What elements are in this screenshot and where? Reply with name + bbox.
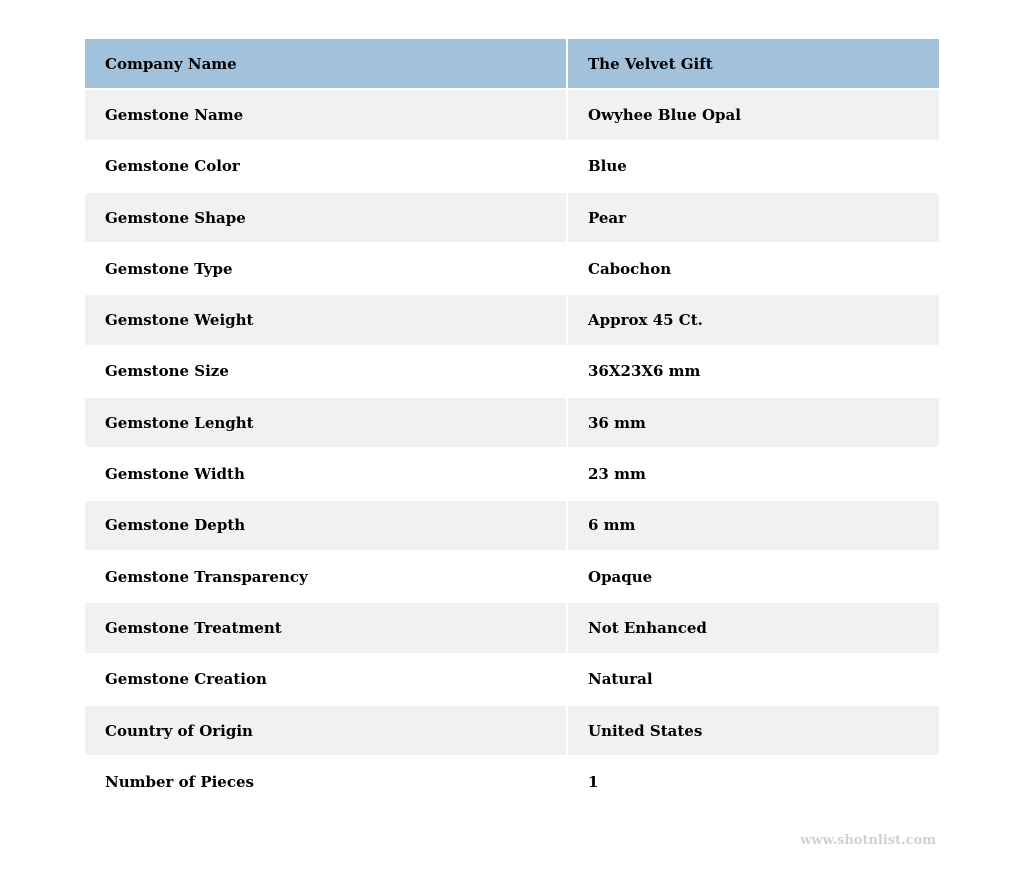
table-row: Gemstone Name Owyhee Blue Opal <box>85 90 939 140</box>
row-value: 6 mm <box>568 500 939 550</box>
table-row: Gemstone Type Cabochon <box>85 244 939 293</box>
row-label: Gemstone Size <box>105 362 229 381</box>
table-row: Gemstone Depth 6 mm <box>85 500 939 550</box>
row-value: Approx 45 Ct. <box>568 295 939 345</box>
row-value: Cabochon <box>588 259 672 278</box>
table-header-row: Company Name The Velvet Gift <box>85 39 939 89</box>
table-row: Gemstone Transparency Opaque <box>85 552 939 601</box>
table-row: Gemstone Treatment Not Enhanced <box>85 603 939 653</box>
table-row: Gemstone Creation Natural <box>85 655 939 704</box>
row-value: Blue <box>588 157 627 176</box>
row-label: Number of Pieces <box>105 772 254 791</box>
row-label: Gemstone Lenght <box>85 398 566 448</box>
row-value: United States <box>568 705 939 756</box>
row-value: Natural <box>588 670 653 689</box>
watermark: www.shotnlist.com <box>800 833 936 848</box>
row-label: Gemstone Transparency <box>105 567 308 586</box>
row-label: Country of Origin <box>85 705 566 756</box>
row-label: Gemstone Weight <box>85 295 566 345</box>
row-value: 36X23X6 mm <box>588 362 701 381</box>
row-label: Gemstone Name <box>85 90 566 140</box>
row-label: Gemstone Type <box>105 259 233 278</box>
table-row: Number of Pieces 1 <box>85 757 939 806</box>
table-row: Gemstone Weight Approx 45 Ct. <box>85 295 939 345</box>
row-value: The Velvet Gift <box>568 39 939 89</box>
row-value: Not Enhanced <box>568 603 939 653</box>
row-value: Pear <box>568 192 939 243</box>
table-row: Gemstone Width 23 mm <box>85 449 939 498</box>
table-row: Gemstone Size 36X23X6 mm <box>85 347 939 396</box>
table-row: Gemstone Color Blue <box>85 142 939 191</box>
row-value: 36 mm <box>568 398 939 448</box>
row-label: Company Name <box>85 39 566 89</box>
row-value: 1 <box>588 772 599 791</box>
row-label: Gemstone Creation <box>105 670 267 689</box>
row-value: Opaque <box>588 567 653 586</box>
row-value: 23 mm <box>588 465 646 484</box>
table-row: Country of Origin United States <box>85 705 939 756</box>
row-value: Owyhee Blue Opal <box>568 90 939 140</box>
table-row: Gemstone Lenght 36 mm <box>85 398 939 448</box>
row-label: Gemstone Width <box>105 465 245 484</box>
row-label: Gemstone Shape <box>85 192 566 243</box>
row-label: Gemstone Treatment <box>85 603 566 653</box>
row-label: Gemstone Depth <box>85 500 566 550</box>
row-label: Gemstone Color <box>105 157 240 176</box>
table-row: Gemstone Shape Pear <box>85 192 939 243</box>
spec-table: Company Name The Velvet Gift Gemstone Name… <box>85 39 939 808</box>
